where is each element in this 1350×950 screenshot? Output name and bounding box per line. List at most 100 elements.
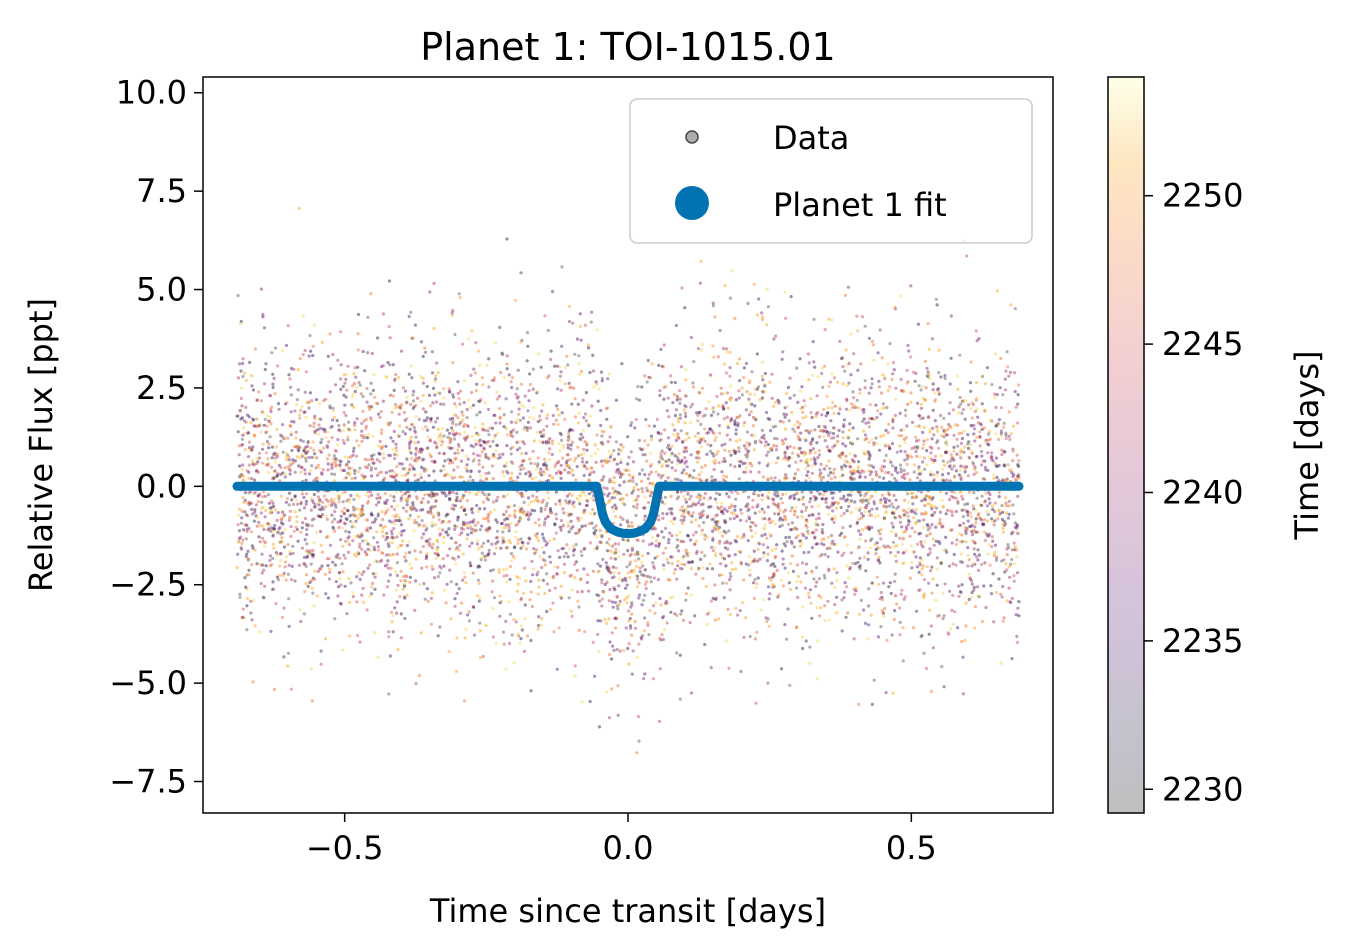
data-point (246, 431, 250, 435)
data-point (442, 535, 446, 539)
data-point (983, 477, 987, 481)
data-point (970, 579, 974, 583)
data-point (476, 399, 481, 403)
data-point (521, 544, 525, 548)
data-point (480, 490, 484, 494)
data-point (585, 460, 589, 464)
data-point (848, 422, 852, 426)
data-point (972, 491, 976, 495)
data-point (505, 444, 509, 448)
data-point (694, 572, 698, 576)
data-point (728, 350, 732, 354)
data-point (657, 518, 661, 522)
data-point (831, 431, 836, 436)
data-point (874, 473, 879, 477)
data-point (262, 596, 266, 600)
data-point (579, 369, 584, 374)
data-point (978, 516, 982, 521)
data-point (875, 442, 879, 446)
data-point (805, 461, 809, 465)
data-point (755, 352, 760, 356)
data-point (393, 456, 397, 461)
data-point (739, 508, 743, 512)
data-point (515, 387, 519, 391)
data-point (656, 534, 660, 538)
data-point (401, 467, 406, 471)
data-point (356, 312, 361, 317)
data-point (407, 494, 411, 498)
data-point (756, 540, 760, 545)
data-point (762, 551, 766, 555)
data-point (478, 410, 482, 414)
data-point (480, 524, 484, 528)
data-point (818, 614, 822, 618)
data-point (887, 499, 892, 503)
data-point (250, 507, 254, 511)
data-point (928, 470, 933, 475)
data-point (678, 401, 682, 405)
data-point (983, 500, 987, 504)
data-point (941, 616, 945, 621)
data-point (384, 553, 388, 557)
data-point (456, 448, 460, 452)
data-point (1002, 463, 1006, 467)
data-point (312, 323, 317, 327)
data-point (1000, 559, 1004, 563)
data-point (990, 504, 995, 508)
data-point (479, 558, 483, 562)
data-point (559, 519, 564, 523)
data-point (568, 457, 572, 462)
data-point (520, 459, 525, 463)
data-point (817, 504, 821, 508)
data-point (941, 459, 945, 463)
data-point (610, 687, 614, 691)
data-point (778, 516, 782, 520)
data-point (347, 535, 351, 539)
data-point (738, 438, 742, 442)
data-point (851, 390, 855, 394)
data-point (930, 437, 934, 441)
data-point (788, 396, 792, 400)
data-point (471, 459, 475, 463)
data-point (387, 279, 392, 283)
data-point (855, 398, 859, 402)
data-point (665, 557, 669, 562)
data-point (395, 473, 399, 477)
data-point (309, 667, 314, 671)
data-point (355, 439, 359, 443)
data-point (305, 492, 309, 496)
data-point (969, 389, 973, 393)
data-point (766, 585, 771, 589)
data-point (689, 405, 693, 409)
data-point (720, 501, 724, 506)
data-point (578, 324, 582, 328)
data-point (614, 470, 619, 474)
data-point (435, 548, 439, 552)
data-point (626, 538, 630, 543)
data-point (963, 638, 967, 643)
data-point (995, 422, 999, 427)
data-point (793, 509, 797, 513)
data-point (640, 487, 644, 491)
data-point (860, 419, 865, 424)
data-point (906, 343, 910, 348)
data-point (947, 632, 951, 637)
data-point (800, 405, 805, 409)
data-point (715, 524, 719, 528)
data-point (602, 492, 606, 496)
data-point (427, 493, 431, 497)
data-point (812, 360, 816, 364)
data-point (975, 396, 979, 400)
data-point (439, 469, 443, 473)
data-point (366, 547, 370, 551)
data-point (387, 579, 391, 583)
data-point (611, 605, 615, 609)
data-point (387, 692, 391, 696)
data-point (617, 584, 621, 588)
data-point (575, 337, 580, 341)
data-point (780, 357, 784, 361)
data-point (705, 535, 709, 539)
data-point (600, 459, 604, 463)
data-point (573, 415, 578, 419)
data-point (442, 468, 446, 472)
